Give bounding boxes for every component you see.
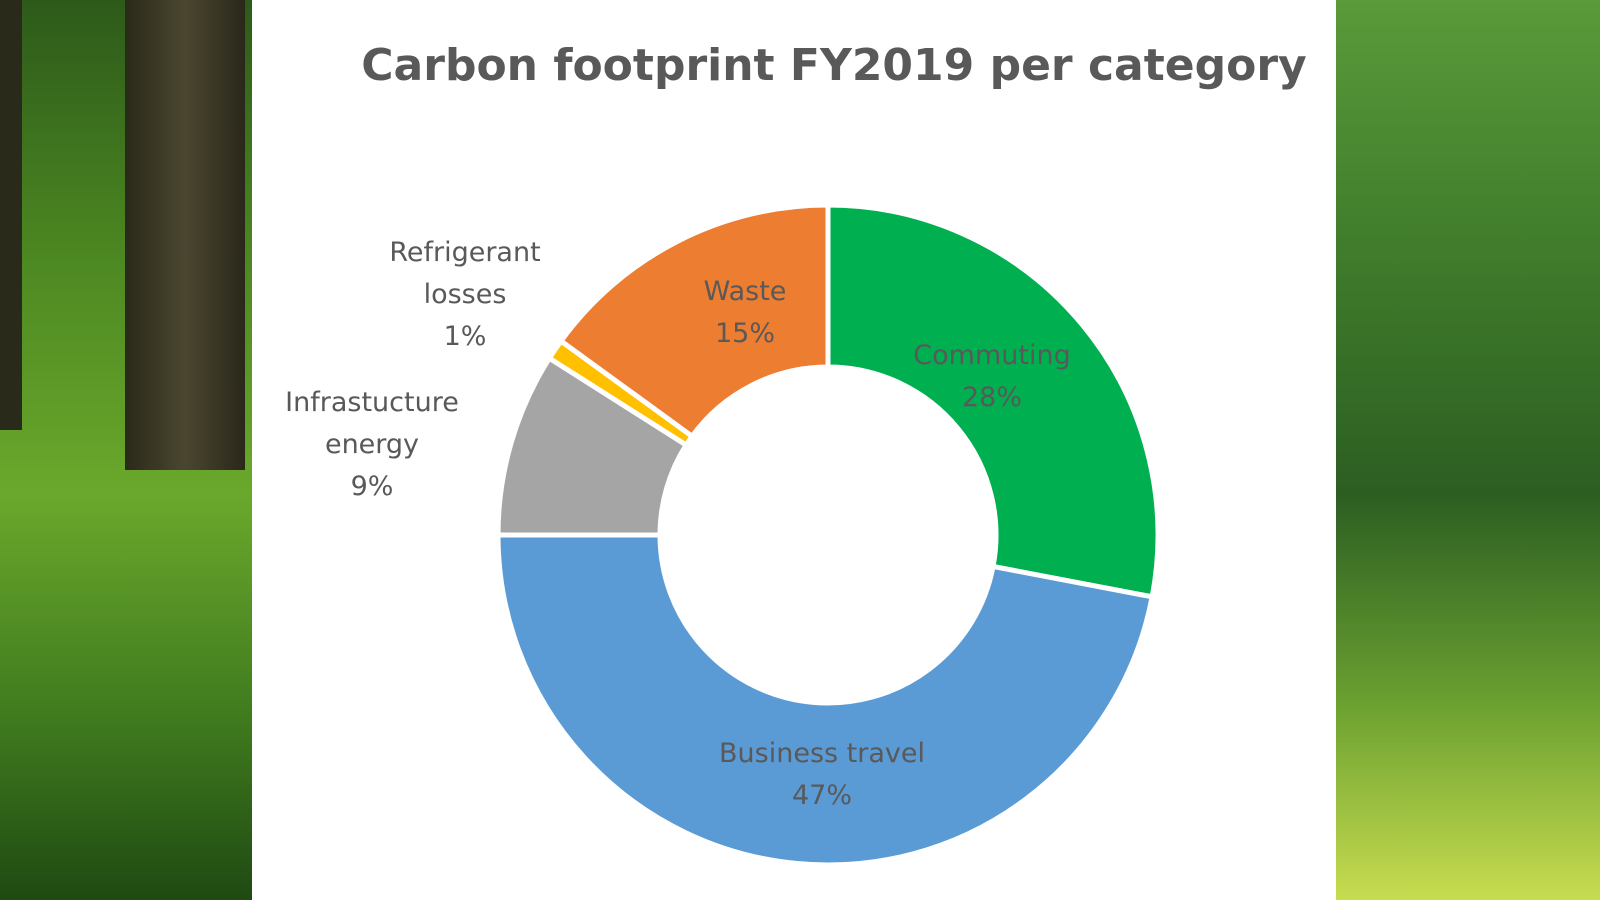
category-label: Waste [703, 276, 787, 307]
chart-title: Carbon footprint FY2019 per category [361, 40, 1307, 91]
category-label: Infrastucture energy [285, 387, 459, 460]
forest-photo-left [0, 0, 252, 900]
donut-slice [825, 202, 1161, 600]
slice-label: Refrigerant losses 1% [375, 232, 555, 358]
tree-trunk [0, 0, 22, 430]
value-label: 47% [791, 780, 852, 811]
slice-label: Infrastucture energy 9% [272, 382, 472, 508]
category-label: Business travel [719, 738, 925, 769]
slice-label: Business travel 47% [672, 733, 972, 817]
value-label: 28% [961, 382, 1022, 413]
category-label: Refrigerant losses [389, 237, 541, 310]
value-label: 1% [443, 321, 487, 352]
category-label: Commuting [913, 340, 1071, 371]
tree-trunk [125, 0, 245, 470]
slice-label: Commuting 28% [862, 335, 1122, 419]
value-label: 15% [714, 318, 775, 349]
forest-photo-right [1336, 0, 1600, 900]
slice-label: Waste 15% [665, 271, 825, 355]
donut-slice [557, 202, 831, 440]
value-label: 9% [350, 471, 394, 502]
donut-slice [495, 532, 1156, 868]
